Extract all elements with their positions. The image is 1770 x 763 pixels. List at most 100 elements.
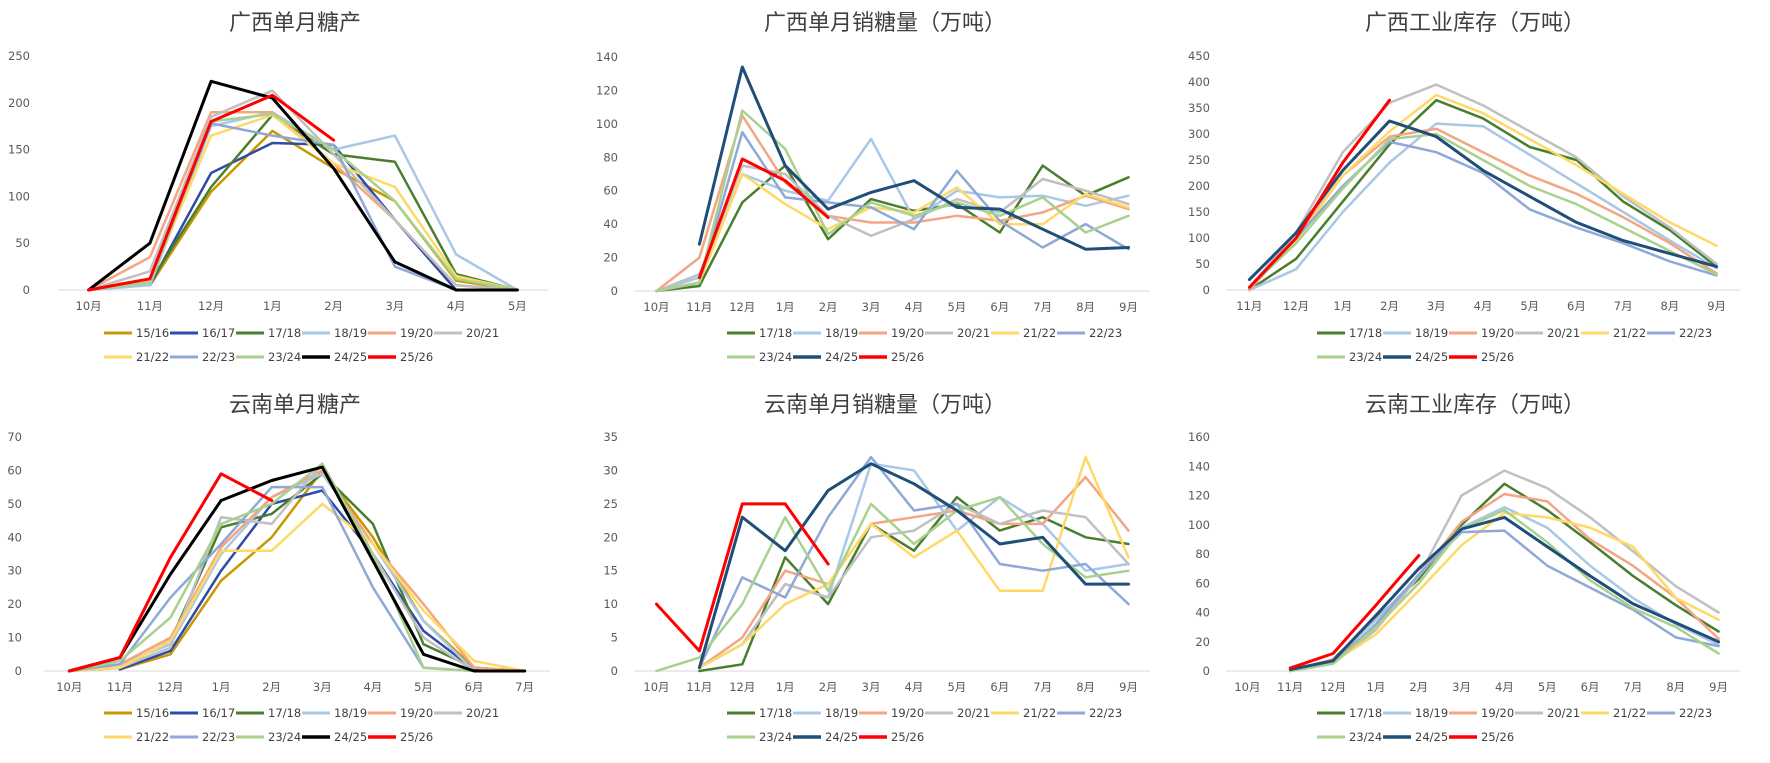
x-tick-label: 4月 bbox=[1474, 299, 1493, 313]
x-tick-label: 5月 bbox=[1538, 680, 1557, 694]
legend-item: 19/20 bbox=[859, 706, 924, 720]
x-tick-label: 12月 bbox=[198, 299, 224, 313]
x-tick-label: 2月 bbox=[324, 299, 343, 313]
legend-label: 17/18 bbox=[1349, 326, 1382, 340]
series-line-20-21 bbox=[87, 89, 519, 292]
x-tick-label: 10月 bbox=[643, 680, 669, 694]
series-line-15-16 bbox=[118, 469, 526, 673]
x-tick-label: 8月 bbox=[1076, 300, 1095, 314]
y-tick-label: 250 bbox=[8, 49, 30, 63]
legend-item: 21/22 bbox=[1581, 326, 1646, 340]
legend-item: 18/19 bbox=[1383, 326, 1448, 340]
legend-item: 21/22 bbox=[991, 326, 1056, 340]
legend-item: 24/25 bbox=[302, 730, 367, 744]
y-tick-label: 120 bbox=[1188, 489, 1210, 503]
series-line-17-18 bbox=[655, 164, 1130, 293]
legend-label: 25/26 bbox=[891, 730, 924, 744]
chart-6: 云南工业库存（万吨） 0 20 40 60 80 100 120 140 160 10月 11月 12月… bbox=[1188, 393, 1740, 744]
legend-label: 23/24 bbox=[268, 350, 301, 364]
x-tick-label: 11月 bbox=[686, 300, 712, 314]
y-tick-label: 350 bbox=[1188, 101, 1210, 115]
legend-label: 19/20 bbox=[1481, 706, 1514, 720]
legend-item: 25/26 bbox=[368, 350, 433, 364]
legend-item: 22/23 bbox=[170, 350, 235, 364]
series-line-23-24 bbox=[1289, 508, 1720, 673]
legend-label: 24/25 bbox=[825, 350, 858, 364]
x-tick-label: 3月 bbox=[1427, 299, 1446, 313]
y-tick-label: 250 bbox=[1188, 153, 1210, 167]
legend-item: 16/17 bbox=[170, 706, 235, 720]
legend-label: 18/19 bbox=[1415, 706, 1448, 720]
chart-title: 云南单月销糖量（万吨） bbox=[764, 393, 1006, 418]
series-line-23-24 bbox=[655, 495, 1130, 673]
legend-label: 21/22 bbox=[136, 730, 169, 744]
y-tick-label: 0 bbox=[1203, 664, 1210, 678]
legend-item: 24/25 bbox=[793, 730, 858, 744]
legend-item: 20/21 bbox=[925, 706, 990, 720]
legend-label: 20/21 bbox=[957, 326, 990, 340]
y-tick-label: 70 bbox=[7, 430, 22, 444]
x-tick-label: 12月 bbox=[729, 300, 755, 314]
legend-item: 24/25 bbox=[302, 350, 367, 364]
x-tick-label: 4月 bbox=[1495, 680, 1514, 694]
legend-item: 19/20 bbox=[859, 326, 924, 340]
legend-label: 15/16 bbox=[136, 706, 169, 720]
legend-label: 25/26 bbox=[1481, 730, 1514, 744]
legend-item: 23/24 bbox=[727, 730, 792, 744]
y-tick-label: 40 bbox=[603, 217, 618, 231]
x-tick-label: 5月 bbox=[947, 300, 966, 314]
series-line-20-21 bbox=[1248, 83, 1718, 289]
series-line-19-20 bbox=[698, 475, 1130, 669]
series-line-16-17 bbox=[118, 489, 526, 673]
chart-4: 云南单月糖产 0 10 20 30 40 50 60 70 10月 11月 12月 1月 2月 3月 4月 5月… bbox=[7, 393, 550, 744]
legend-item: 19/20 bbox=[1449, 706, 1514, 720]
chart-title: 广西工业库存（万吨） bbox=[1365, 11, 1585, 36]
chart-1: 广西单月糖产 0 50 100 150 200 250 10月 11月 12月 1月 2月 3月 4月 5月… bbox=[8, 11, 548, 364]
y-tick-label: 40 bbox=[7, 530, 22, 544]
x-tick-label: 3月 bbox=[862, 680, 881, 694]
legend-label: 21/22 bbox=[1613, 326, 1646, 340]
legend-label: 24/25 bbox=[825, 730, 858, 744]
legend-label: 25/26 bbox=[400, 730, 433, 744]
y-tick-label: 60 bbox=[603, 184, 618, 198]
x-tick-label: 4月 bbox=[905, 300, 924, 314]
legend-item: 25/26 bbox=[859, 350, 924, 364]
y-tick-label: 50 bbox=[7, 497, 22, 511]
legend-item: 22/23 bbox=[1057, 706, 1122, 720]
x-tick-label: 4月 bbox=[447, 299, 466, 313]
series-line-24-25 bbox=[67, 465, 527, 673]
series-line-22-23 bbox=[1289, 529, 1720, 673]
legend-label: 17/18 bbox=[759, 326, 792, 340]
x-tick-label: 3月 bbox=[1452, 680, 1471, 694]
y-tick-label: 120 bbox=[596, 83, 618, 97]
x-tick-label: 11月 bbox=[686, 680, 712, 694]
legend-label: 22/23 bbox=[202, 730, 235, 744]
legend-item: 25/26 bbox=[1449, 350, 1514, 364]
y-tick-label: 40 bbox=[1195, 606, 1210, 620]
legend-item: 20/21 bbox=[434, 326, 499, 340]
legend-item: 19/20 bbox=[368, 326, 433, 340]
x-tick-label: 12月 bbox=[1320, 680, 1346, 694]
legend-item: 17/18 bbox=[236, 706, 301, 720]
series-line-25-26 bbox=[655, 502, 830, 653]
y-tick-label: 80 bbox=[1195, 547, 1210, 561]
x-tick-label: 8月 bbox=[1660, 299, 1679, 313]
legend-item: 23/24 bbox=[727, 350, 792, 364]
series-line-24-25 bbox=[87, 79, 519, 292]
series-line-23-24 bbox=[68, 462, 526, 673]
legend-item: 23/24 bbox=[236, 730, 301, 744]
legend-label: 25/26 bbox=[400, 350, 433, 364]
x-tick-label: 6月 bbox=[1581, 680, 1600, 694]
x-tick-label: 4月 bbox=[363, 680, 382, 694]
series-line-23-24 bbox=[655, 109, 1130, 293]
legend-label: 25/26 bbox=[1481, 350, 1514, 364]
y-tick-label: 80 bbox=[603, 150, 618, 164]
legend-item: 20/21 bbox=[925, 326, 990, 340]
y-tick-label: 100 bbox=[1188, 231, 1210, 245]
y-tick-label: 160 bbox=[1188, 430, 1210, 444]
legend-label: 24/25 bbox=[334, 350, 367, 364]
x-tick-label: 11月 bbox=[107, 680, 133, 694]
legend-label: 23/24 bbox=[268, 730, 301, 744]
y-tick-label: 100 bbox=[596, 117, 618, 131]
x-tick-label: 11月 bbox=[1277, 680, 1303, 694]
